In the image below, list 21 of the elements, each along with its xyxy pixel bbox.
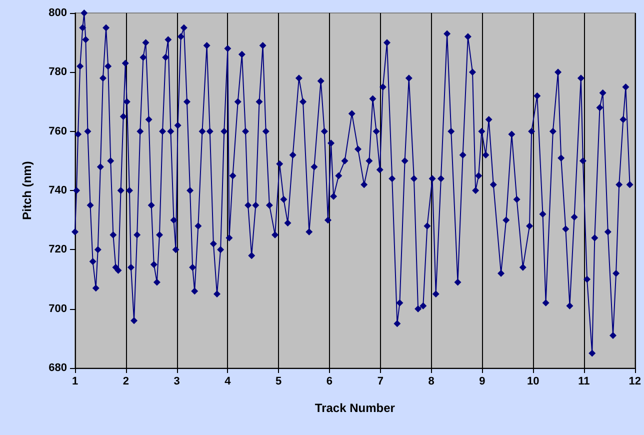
x-tick-label: 2	[122, 376, 129, 388]
y-tick-label: 680	[48, 362, 67, 374]
x-tick-label: 10	[526, 376, 540, 388]
x-tick-label: 5	[276, 376, 282, 388]
y-tick-label: 760	[48, 125, 67, 138]
x-tick-label: 1	[72, 376, 78, 388]
x-tick-label: 4	[224, 376, 232, 388]
x-tick-label: 3	[174, 376, 180, 388]
y-tick-label: 780	[48, 66, 67, 78]
y-tick-label: 700	[48, 302, 67, 315]
y-tick-label: 800	[48, 7, 67, 19]
x-tick-label: 7	[377, 376, 384, 388]
x-tick-label: 12	[628, 376, 642, 388]
x-tick-label: 6	[326, 376, 333, 388]
x-axis-title: Track Number	[314, 401, 396, 415]
x-tick-label: 8	[428, 376, 434, 388]
y-axis-title: Pitch (nm)	[20, 161, 34, 220]
y-tick-label: 720	[48, 244, 67, 256]
x-tick-label: 9	[479, 376, 486, 388]
x-tick-label: 11	[578, 376, 590, 388]
y-tick-label: 740	[48, 184, 67, 196]
